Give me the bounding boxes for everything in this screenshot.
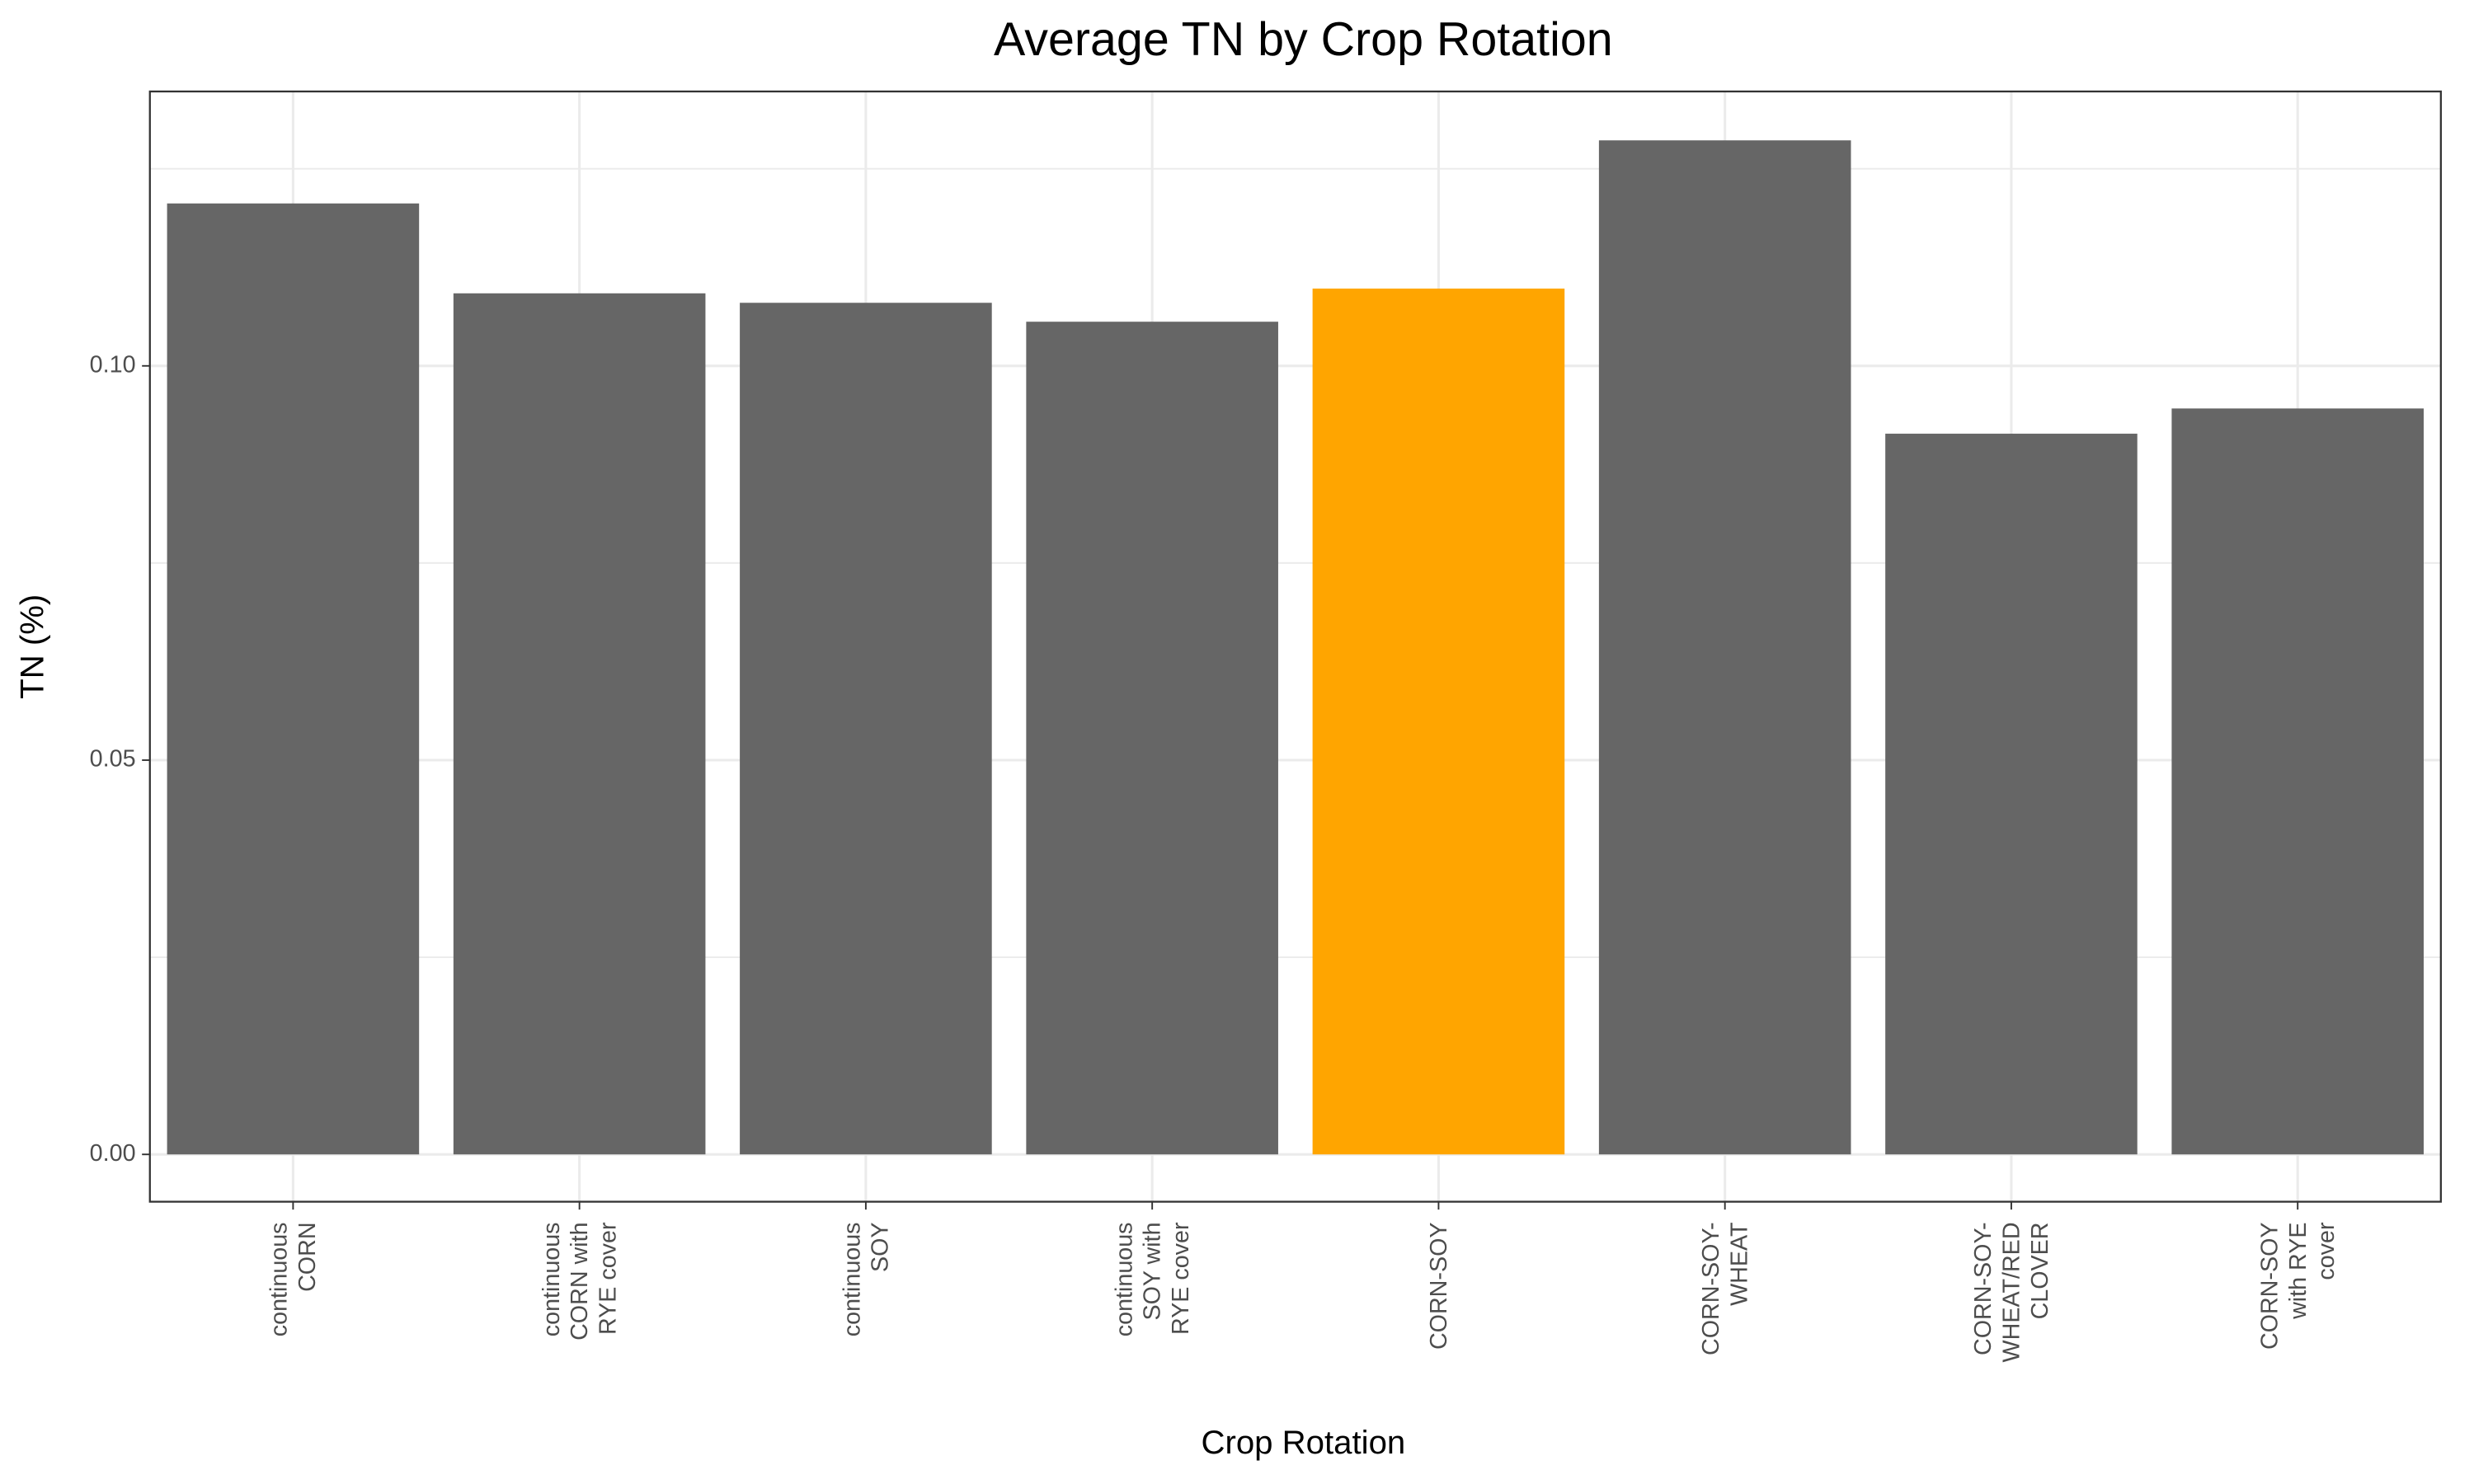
bar	[453, 293, 706, 1155]
x-tick-label: continuous SOY	[839, 1222, 893, 1336]
y-tick-label: 0.00	[90, 1140, 136, 1167]
plot-border	[148, 90, 2442, 1203]
y-axis-title: TN (%)	[14, 594, 51, 699]
bar	[2171, 408, 2424, 1155]
bar	[1026, 322, 1278, 1155]
bar	[1598, 140, 1851, 1155]
x-tick-label: continuous CORN with RYE cover	[539, 1222, 622, 1341]
x-axis-title: Crop Rotation	[1201, 1424, 1405, 1461]
bar	[740, 303, 992, 1155]
bar	[167, 203, 420, 1155]
x-tick-label: CORN-SOY with RYE cover	[2256, 1222, 2340, 1350]
bar	[1312, 289, 1565, 1155]
x-tick-label: CORN-SOY- WHEAT/RED CLOVER	[1970, 1222, 2053, 1362]
y-tick-label: 0.10	[90, 351, 136, 378]
x-tick-label: CORN-SOY- WHEAT	[1698, 1222, 1752, 1355]
bar	[1885, 434, 2138, 1155]
chart-title: Average TN by Crop Rotation	[994, 13, 1613, 66]
x-tick-label: continuous CORN	[266, 1222, 321, 1336]
y-tick-label: 0.05	[90, 746, 136, 773]
x-tick-label: CORN-SOY	[1426, 1222, 1452, 1350]
x-tick-label: continuous SOY with RYE cover	[1111, 1222, 1194, 1336]
